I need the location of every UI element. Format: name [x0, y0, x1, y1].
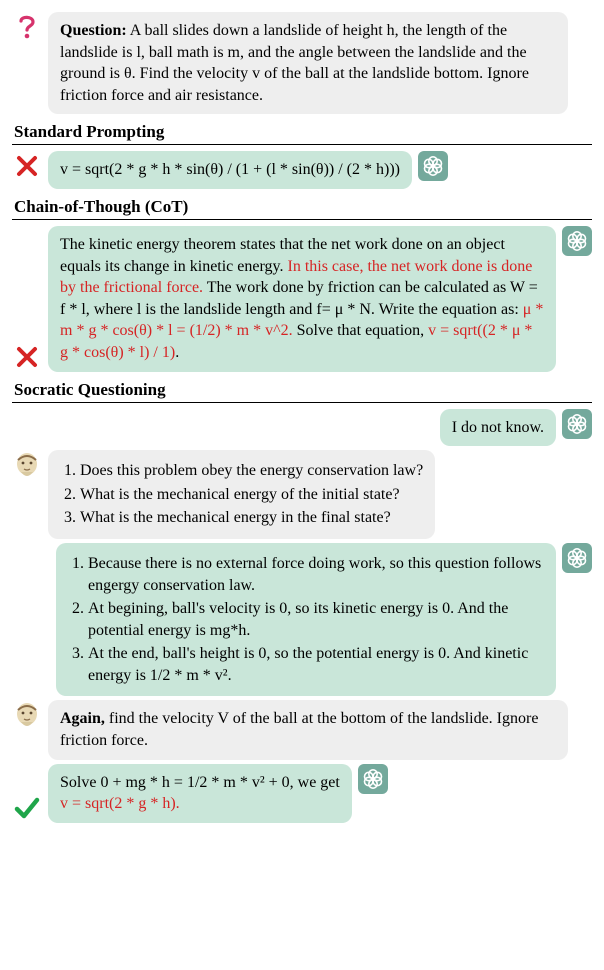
cot-p7: .: [175, 344, 179, 361]
openai-icon: [562, 409, 592, 439]
again-text: find the velocity V of the ball at the b…: [60, 710, 538, 749]
teacher-q3: What is the mechanical energy in the fin…: [80, 507, 423, 529]
section-standard-title: Standard Prompting: [14, 122, 592, 142]
question-bubble: Question: A ball slides down a landslide…: [48, 12, 568, 114]
standard-answer-row: v = sqrt(2 * g * h * sin(θ) / (1 + (l * …: [12, 151, 592, 189]
section-cot-title: Chain-of-Though (CoT): [14, 197, 592, 217]
question-row: Question: A ball slides down a landslide…: [12, 12, 592, 114]
again-label: Again,: [60, 710, 105, 727]
x-icon: [12, 151, 42, 181]
standard-answer-text: v = sqrt(2 * g * h * sin(θ) / (1 + (l * …: [60, 161, 400, 178]
student-a3: At the end, ball's height is 0, so the p…: [88, 643, 544, 686]
student-a1: Because there is no external force doing…: [88, 553, 544, 596]
cot-bubble: The kinetic energy theorem states that t…: [48, 226, 556, 372]
final-answer-row: Solve 0 + mg * h = 1/2 * m * v² + 0, we …: [12, 764, 592, 823]
divider-socratic: [12, 402, 592, 403]
socrates-icon: [12, 700, 42, 730]
question-mark-icon: [12, 12, 42, 42]
check-icon: [12, 793, 42, 823]
final-answer-bubble: Solve 0 + mg * h = 1/2 * m * v² + 0, we …: [48, 764, 352, 823]
openai-icon: [562, 543, 592, 573]
idk-bubble: I do not know.: [440, 409, 556, 447]
socrates-icon: [12, 450, 42, 480]
openai-icon: [418, 151, 448, 181]
openai-icon: [562, 226, 592, 256]
final-p1: Solve 0 + mg * h = 1/2 * m * v² + 0, we …: [60, 774, 340, 791]
teacher-q2: What is the mechanical energy of the ini…: [80, 484, 423, 506]
divider-cot: [12, 219, 592, 220]
student-a-row: Because there is no external force doing…: [12, 543, 592, 697]
student-a2: At begining, ball's velocity is 0, so it…: [88, 598, 544, 641]
teacher-q1: Does this problem obey the energy conser…: [80, 460, 423, 482]
x-icon: [12, 342, 42, 372]
teacher-q-list: Does this problem obey the energy conser…: [60, 460, 423, 529]
final-p2: v = sqrt(2 * g * h).: [60, 795, 180, 812]
teacher-again-row: Again, find the velocity V of the ball a…: [12, 700, 592, 759]
student-a-list: Because there is no external force doing…: [68, 553, 544, 687]
student-a-bubble: Because there is no external force doing…: [56, 543, 556, 697]
cot-p5: Solve that equation,: [293, 322, 425, 339]
question-text: A ball slides down a landslide of height…: [60, 22, 529, 104]
idk-row: I do not know.: [12, 409, 592, 447]
cot-row: The kinetic energy theorem states that t…: [12, 226, 592, 372]
teacher-again-bubble: Again, find the velocity V of the ball a…: [48, 700, 568, 759]
divider-standard: [12, 144, 592, 145]
openai-icon: [358, 764, 388, 794]
question-label: Question:: [60, 22, 127, 39]
section-socratic-title: Socratic Questioning: [14, 380, 592, 400]
idk-text: I do not know.: [452, 419, 544, 436]
standard-answer-bubble: v = sqrt(2 * g * h * sin(θ) / (1 + (l * …: [48, 151, 412, 189]
teacher-q-bubble: Does this problem obey the energy conser…: [48, 450, 435, 539]
teacher-q-row: Does this problem obey the energy conser…: [12, 450, 592, 539]
